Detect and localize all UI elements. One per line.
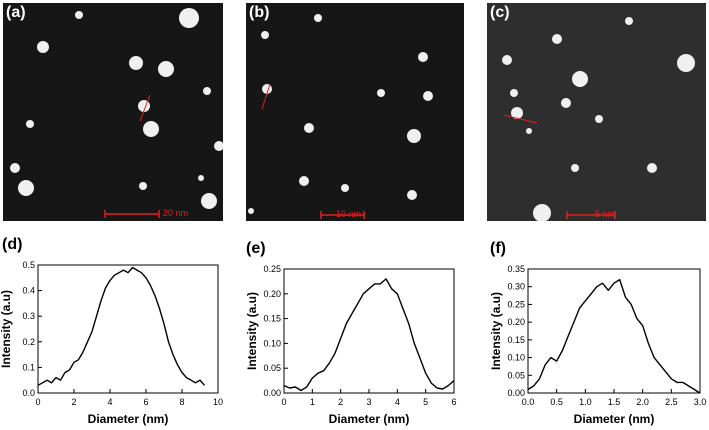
y-tick-label-e: 0.25 (263, 264, 281, 274)
profile-line-c (503, 114, 538, 124)
scale-bar-b (320, 211, 365, 219)
series-line-e (283, 278, 455, 392)
panel-label-f: (f) (490, 240, 506, 257)
particles-c (502, 17, 695, 221)
y-tick-label-d: 0.2 (22, 337, 35, 347)
x-tick-label-f: 3.0 (694, 397, 707, 407)
x-tick-label-e: 2 (338, 397, 343, 407)
x-tick-label-f: 0.0 (522, 397, 535, 407)
panel-label-b: (b) (249, 4, 270, 21)
y-tick-label-f: 0.20 (507, 317, 525, 327)
y-tick-label-f: 0.15 (507, 335, 525, 345)
x-tick-label-f: 0.5 (550, 397, 563, 407)
x-tick-label-f: 2.0 (636, 397, 649, 407)
x-tick-label-f: 1.5 (608, 397, 621, 407)
x-tick-label-f: 2.5 (665, 397, 678, 407)
y-tick-label-e: 0.05 (263, 363, 281, 373)
y-axis-title-e: Intensity (a.u) (245, 292, 259, 370)
plot-frame-e (283, 268, 455, 394)
y-tick-label-f: 0.35 (507, 264, 525, 274)
panel-label-d: (d) (2, 236, 23, 253)
micrograph-c-canvas (502, 17, 695, 221)
y-tick-label-f: 0.25 (507, 299, 525, 309)
scale-bar-label-c: 5 nm (595, 209, 616, 219)
y-tick-label-d: 0.4 (22, 286, 35, 296)
particles-b (248, 14, 433, 214)
y-tick-label-d: 0.1 (22, 362, 35, 372)
x-tick-label-d: 8 (179, 397, 184, 407)
y-tick-label-f: 0.30 (507, 282, 525, 292)
panel-label-a: (a) (6, 4, 26, 21)
y-tick-label-d: 0.3 (22, 311, 35, 321)
x-tick-label-e: 4 (395, 397, 400, 407)
plot-frame-f (527, 268, 701, 394)
y-tick-label-d: 0.0 (22, 388, 35, 398)
x-tick-label-d: 2 (71, 397, 76, 407)
x-tick-label-d: 4 (107, 397, 112, 407)
y-tick-label-f: 0.00 (507, 388, 525, 398)
y-tick-label-e: 0.10 (263, 338, 281, 348)
scale-bar-c (566, 211, 616, 219)
y-tick-label-e: 0.15 (263, 314, 281, 324)
y-tick-label-f: 0.05 (507, 370, 525, 380)
y-tick-label-d: 0.5 (22, 260, 35, 270)
x-tick-label-d: 6 (143, 397, 148, 407)
y-tick-label-f: 0.10 (507, 353, 525, 363)
micrograph-a-canvas (10, 8, 223, 218)
micrograph-c: (c) 5 nm (487, 3, 706, 221)
y-axis-title-f: Intensity (a.u) (489, 292, 503, 370)
x-tick-label-e: 1 (310, 397, 315, 407)
micrograph-a: (a) 20 nm (3, 3, 223, 221)
x-tick-label-e: 0 (281, 397, 286, 407)
x-tick-label-e: 3 (366, 397, 371, 407)
scale-bar-label-b: 10 nm (336, 209, 362, 219)
x-tick-label-f: 1.0 (579, 397, 592, 407)
panel-label-c: (c) (490, 4, 510, 21)
x-axis-title-f: Diameter (nm) (574, 412, 655, 426)
x-axis-title-e: Diameter (nm) (329, 412, 410, 426)
series-line-f (527, 278, 701, 394)
y-axis-title-d: Intensity (a.u) (0, 290, 13, 368)
plot-frame-d (37, 264, 219, 394)
y-tick-label-e: 0.00 (263, 388, 281, 398)
x-tick-label-e: 5 (423, 397, 428, 407)
scale-bar-a (104, 210, 160, 218)
micrograph-b-canvas (248, 14, 433, 219)
profile-line-b (261, 83, 271, 110)
x-tick-label-d: 0 (35, 397, 40, 407)
profile-line-a (139, 94, 151, 122)
y-tick-label-e: 0.20 (263, 289, 281, 299)
x-tick-label-e: 6 (451, 397, 456, 407)
series-line-d (37, 266, 206, 386)
micrograph-b: (b) 10 nm (246, 3, 464, 221)
x-tick-label-d: 10 (213, 397, 223, 407)
x-axis-title-d: Diameter (nm) (88, 412, 169, 426)
panel-label-e: (e) (246, 240, 266, 257)
scale-bar-label-a: 20 nm (163, 208, 189, 218)
